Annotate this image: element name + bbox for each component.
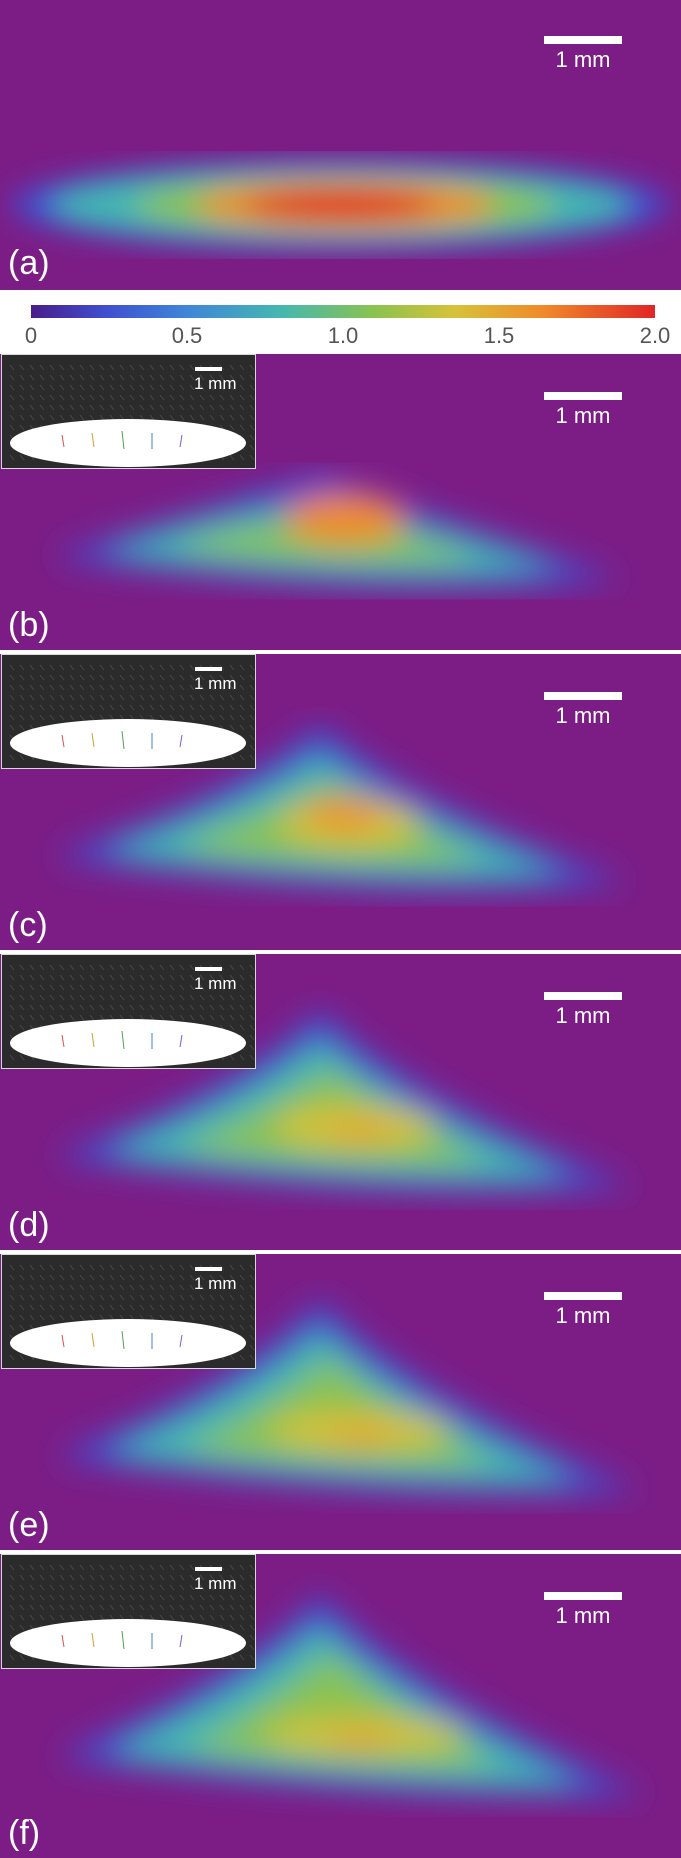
inset-scale-label: 1 mm <box>194 974 237 993</box>
scale-bar-label: 1 mm <box>555 1603 611 1628</box>
panel-label: (e) <box>8 1506 50 1544</box>
inset-ellipse <box>9 664 255 767</box>
inset-scale-label: 1 mm <box>194 674 237 693</box>
scale-bar <box>544 1292 622 1300</box>
intensity-blob <box>60 1299 638 1494</box>
panel-b: 1 mm 1 mm (b) <box>0 354 681 650</box>
inset-vector-field: 1 mm <box>1 1554 256 1669</box>
panel-label: (b) <box>8 606 50 644</box>
scale-bar <box>544 36 622 44</box>
inset-scale-label: 1 mm <box>194 1274 237 1293</box>
inset-scale-label: 1 mm <box>194 374 237 393</box>
panel-a: 1 mm (a) <box>0 0 681 290</box>
intensity-blob <box>60 724 626 890</box>
colorbar: 0 0.5 1.0 1.5 2.0 <box>0 291 681 354</box>
inset-ellipse <box>9 1564 255 1667</box>
panel-f: 1 mm 1 mm (f) <box>0 1554 681 1858</box>
scale-bar <box>544 392 622 400</box>
inset-ellipse <box>9 364 255 467</box>
inset-scale-bar <box>195 1267 222 1271</box>
inset-vector-field: 1 mm <box>1 654 256 769</box>
inset-ellipse <box>9 1264 255 1367</box>
inset-scale-bar <box>195 967 222 971</box>
inset-vector-field: 1 mm <box>1 354 256 469</box>
panel-c: 1 mm 1 mm (c) <box>0 654 681 950</box>
inset-scale-bar <box>195 367 222 371</box>
inset-vector-field: 1 mm <box>1 954 256 1069</box>
inset-scale-label: 1 mm <box>194 1574 237 1593</box>
scale-bar-label: 1 mm <box>555 403 611 428</box>
scale-bar-label: 1 mm <box>555 1003 611 1028</box>
scale-bar <box>544 992 622 1000</box>
inset-ellipse <box>9 964 255 1067</box>
scale-bar <box>544 692 622 700</box>
colorbar-tick: 1.5 <box>483 323 515 348</box>
panel-e: 1 mm 1 mm (e) <box>0 1254 681 1550</box>
panel-label: (f) <box>8 1814 41 1852</box>
colorbar-tick: 1.0 <box>327 323 359 348</box>
inset-vector-field: 1 mm <box>1 1254 256 1369</box>
colorbar-tick: 2.0 <box>639 323 671 348</box>
panel-label: (c) <box>8 906 48 944</box>
intensity-blob <box>60 1009 632 1192</box>
intensity-blob <box>60 1594 644 1797</box>
intensity-blob <box>60 474 620 588</box>
scale-bar-label: 1 mm <box>555 47 611 72</box>
colorbar-tick: 0.5 <box>171 323 203 348</box>
intensity-blob <box>10 160 670 250</box>
colorbar-tick: 0 <box>24 323 38 348</box>
colorbar-gradient <box>31 305 655 318</box>
panel-d: 1 mm 1 mm (d) <box>0 954 681 1250</box>
panel-label: (d) <box>8 1206 50 1244</box>
scale-bar-label: 1 mm <box>555 1303 611 1328</box>
inset-scale-bar <box>195 667 222 671</box>
inset-scale-bar <box>195 1567 222 1571</box>
scale-bar-label: 1 mm <box>555 703 611 728</box>
scale-bar <box>544 1592 622 1600</box>
panel-label: (a) <box>8 244 50 282</box>
